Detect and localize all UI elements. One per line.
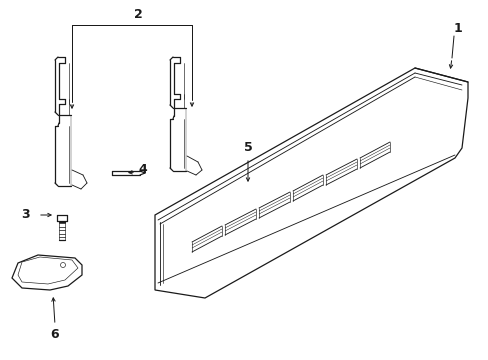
Text: 6: 6	[51, 328, 59, 342]
Text: 4: 4	[138, 163, 147, 176]
Polygon shape	[155, 68, 467, 298]
Text: 1: 1	[453, 22, 462, 35]
Text: 2: 2	[133, 9, 142, 22]
Text: 5: 5	[243, 141, 252, 154]
Polygon shape	[12, 255, 82, 290]
Text: 3: 3	[20, 208, 29, 221]
